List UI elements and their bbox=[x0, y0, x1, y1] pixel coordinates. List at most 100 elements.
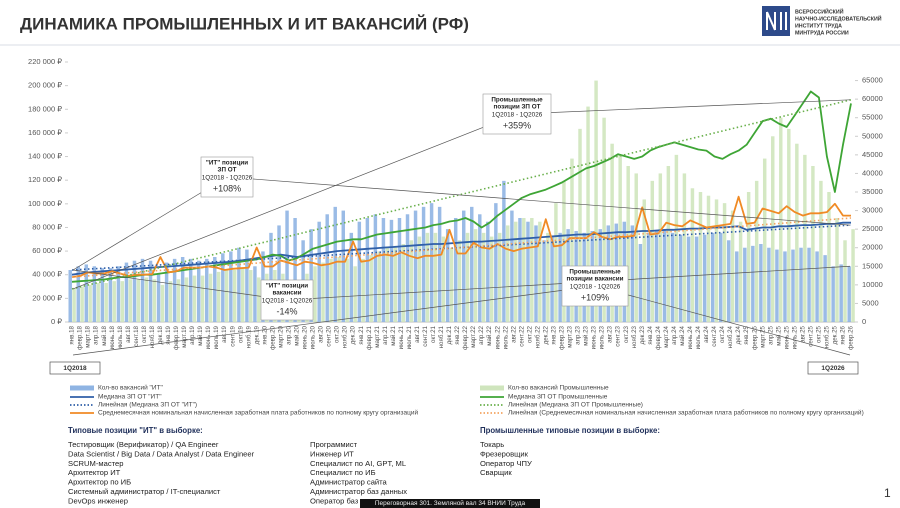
bar bbox=[76, 266, 80, 322]
legend-label: Кол-во вакансий "ИТ" bbox=[98, 384, 163, 392]
bar bbox=[694, 236, 699, 322]
y2-tick-label: 35000 bbox=[862, 187, 883, 196]
x-tick-label: нояб.23 bbox=[631, 325, 638, 348]
y2-tick-label: 65000 bbox=[862, 76, 883, 85]
x-tick-label: апр.24 bbox=[671, 325, 678, 344]
y-tick-label: 180 000 ₽ bbox=[28, 104, 62, 113]
x-tick-label: июнь.22 bbox=[494, 325, 501, 349]
logo-text: МИНТРУДА РОССИИ bbox=[795, 30, 849, 36]
x-tick-label: июнь.20 bbox=[302, 325, 309, 349]
x-tick-label: дек.23 bbox=[639, 325, 646, 344]
bar bbox=[345, 258, 349, 322]
x-tick-label: март.20 bbox=[277, 325, 284, 347]
bar bbox=[373, 214, 378, 322]
x-tick-label: июнь.24 bbox=[687, 325, 694, 349]
bar bbox=[429, 203, 434, 322]
x-tick-label: июль.19 bbox=[213, 325, 220, 349]
x-tick-label: янв.21 bbox=[358, 325, 365, 344]
bar bbox=[245, 249, 249, 322]
bar bbox=[224, 270, 229, 322]
y-tick-label: 40 000 ₽ bbox=[32, 270, 62, 279]
bar bbox=[385, 247, 390, 322]
bar bbox=[393, 245, 398, 322]
annotation-title: "ИТ" позиции bbox=[266, 283, 308, 290]
x-tick-label: февр.20 bbox=[269, 325, 276, 349]
bar bbox=[148, 260, 153, 322]
annotation-period: 1Q2018 - 1Q2026 bbox=[492, 112, 543, 119]
bar bbox=[510, 210, 514, 322]
list-item: Системный администратор / IT-специалист bbox=[68, 487, 221, 496]
bar bbox=[538, 221, 542, 322]
bar bbox=[534, 225, 538, 322]
list-item: Программист bbox=[310, 440, 358, 449]
x-tick-label: окт.18 bbox=[141, 325, 148, 343]
legend-label: Среднемесячная номинальная начисленная з… bbox=[98, 409, 419, 417]
bar bbox=[240, 268, 245, 322]
x-tick-label: февр.19 bbox=[173, 325, 180, 349]
slide-title: ДИНАМИКА ПРОМЫШЛЕННЫХ И ИТ ВАКАНСИЙ (РФ) bbox=[20, 14, 469, 33]
bar bbox=[361, 258, 365, 322]
line bbox=[71, 195, 851, 278]
bar bbox=[835, 218, 839, 322]
bar bbox=[417, 236, 422, 322]
bar bbox=[184, 277, 189, 322]
y2-tick-label: 20000 bbox=[862, 243, 883, 252]
y-tick-label: 120 000 ₽ bbox=[28, 175, 62, 184]
bar bbox=[100, 268, 105, 322]
bar bbox=[478, 214, 482, 322]
bar bbox=[132, 260, 137, 322]
bar bbox=[313, 266, 317, 322]
bar bbox=[642, 199, 646, 322]
bar bbox=[80, 286, 84, 322]
bar bbox=[449, 247, 454, 322]
x-tick-label: янв.24 bbox=[647, 325, 654, 344]
bar bbox=[743, 247, 747, 322]
x-tick-label: нояб.19 bbox=[245, 325, 252, 348]
y-tick-label: 20 000 ₽ bbox=[32, 293, 62, 302]
x-tick-label: дек.20 bbox=[350, 325, 357, 344]
bar bbox=[68, 270, 72, 322]
bar bbox=[698, 192, 703, 322]
bar bbox=[497, 232, 502, 322]
bar bbox=[514, 221, 518, 322]
x-tick-label: авг.18 bbox=[125, 325, 132, 342]
x-tick-label: апр.23 bbox=[575, 325, 582, 344]
list-item: Архитектор по ИБ bbox=[68, 478, 131, 487]
x-tick-label: февр.24 bbox=[655, 325, 662, 349]
bar bbox=[718, 232, 723, 322]
x-tick-label: февр.26 bbox=[848, 325, 855, 349]
bar bbox=[120, 281, 124, 322]
x-tick-label: февр.21 bbox=[366, 325, 373, 349]
x-tick-label: нояб.24 bbox=[727, 325, 734, 348]
bar bbox=[847, 266, 851, 322]
list-title: Промышленные типовые позиции в выборке: bbox=[480, 426, 660, 435]
annotation-title: Промышленные bbox=[569, 269, 621, 276]
x-tick-label: авг.23 bbox=[607, 325, 614, 342]
bar bbox=[762, 158, 767, 322]
bar bbox=[457, 240, 462, 322]
y-tick-label: 140 000 ₽ bbox=[28, 152, 62, 161]
x-tick-label: нояб.18 bbox=[149, 325, 156, 348]
list-item: Оператор баз данных bbox=[310, 496, 387, 505]
line bbox=[71, 221, 851, 276]
x-tick-label: окт.22 bbox=[526, 325, 533, 343]
bar bbox=[518, 218, 522, 322]
y-tick-label: 200 000 ₽ bbox=[28, 81, 62, 90]
bar bbox=[686, 236, 691, 322]
bar bbox=[205, 258, 209, 322]
bar bbox=[570, 158, 574, 322]
bar bbox=[843, 240, 847, 322]
bar bbox=[506, 225, 510, 322]
period-box bbox=[49, 361, 101, 375]
y2-tick-label: 25000 bbox=[862, 224, 883, 233]
bar bbox=[188, 258, 193, 322]
bar bbox=[771, 136, 775, 322]
logo bbox=[762, 6, 790, 36]
bar bbox=[88, 284, 92, 322]
annotation-change: +359% bbox=[503, 120, 531, 130]
list-item: Сварщик bbox=[480, 468, 512, 477]
bar bbox=[353, 266, 357, 322]
bar bbox=[192, 275, 197, 322]
x-tick-label: май.19 bbox=[197, 325, 204, 345]
